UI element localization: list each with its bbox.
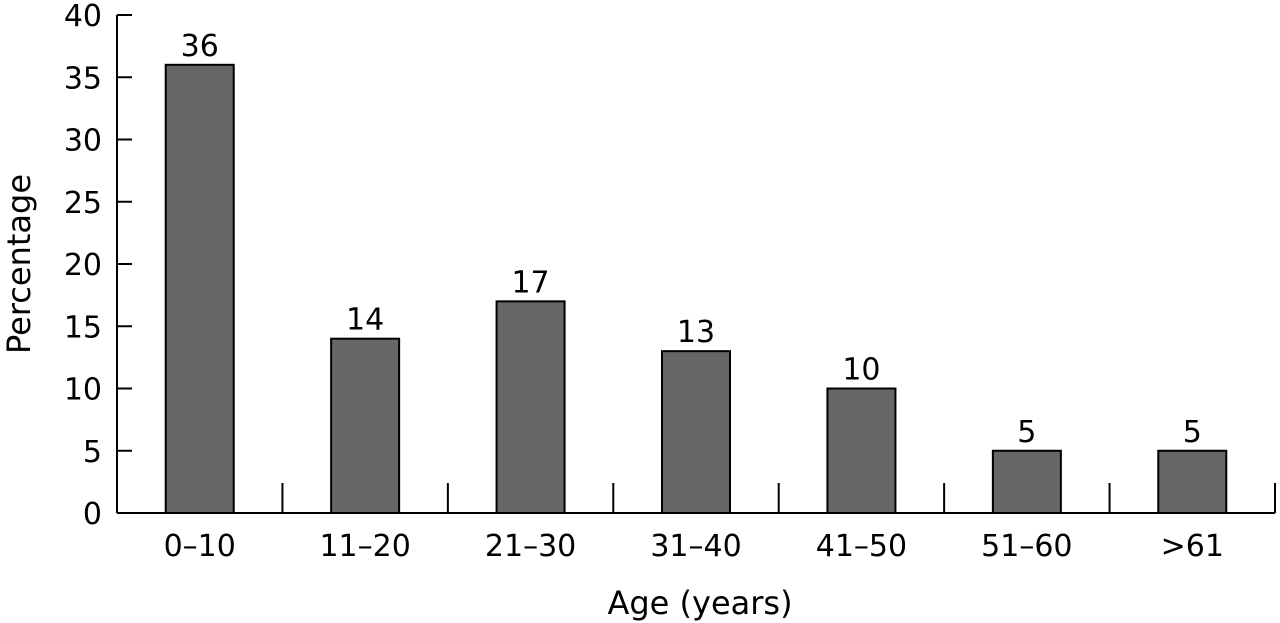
y-axis-title: Percentage (0, 174, 38, 354)
bar-value-label: 5 (1017, 415, 1036, 450)
bar (991, 449, 1062, 514)
bar-value-label: 5 (1183, 415, 1202, 450)
bar-value-label: 17 (511, 265, 549, 300)
bar (661, 350, 731, 514)
y-tick-label: 25 (64, 186, 102, 221)
x-axis-tick-labels: 0–10 11–20 21–30 31–40 41–50 51–60 >61 (164, 529, 1224, 564)
y-axis-ticks (117, 14, 132, 514)
x-category-label: 41–50 (816, 529, 907, 564)
x-axis-title: Age (years) (607, 584, 792, 622)
y-tick-label: 5 (83, 435, 102, 470)
bar-value-label: 13 (677, 315, 715, 350)
bar-value-label: 36 (181, 29, 219, 64)
x-category-label: 21–30 (485, 529, 576, 564)
x-category-label: >61 (1161, 529, 1224, 564)
y-tick-label: 10 (64, 373, 102, 408)
y-tick-label: 20 (64, 248, 102, 283)
y-tick-label: 15 (64, 310, 102, 345)
bar (826, 387, 897, 514)
x-category-label: 31–40 (650, 529, 741, 564)
x-category-label: 51–60 (981, 529, 1072, 564)
bar (495, 300, 566, 514)
bars (164, 63, 1228, 515)
bar (1157, 449, 1228, 514)
y-axis-tick-labels: 0 5 10 15 20 25 30 35 40 (64, 0, 102, 532)
y-tick-label: 30 (64, 124, 102, 159)
x-category-label: 11–20 (319, 529, 410, 564)
bar (164, 63, 235, 515)
bar-value-label: 14 (346, 303, 384, 338)
x-category-label: 0–10 (164, 529, 236, 564)
bar-value-label: 10 (842, 353, 880, 388)
bar (330, 337, 401, 515)
y-tick-label: 35 (64, 61, 102, 96)
y-tick-label: 0 (83, 497, 102, 532)
bar-data-labels: 36 14 17 13 10 5 5 (181, 29, 1202, 450)
x-axis-ticks (281, 483, 1276, 513)
y-tick-label: 40 (64, 0, 102, 34)
